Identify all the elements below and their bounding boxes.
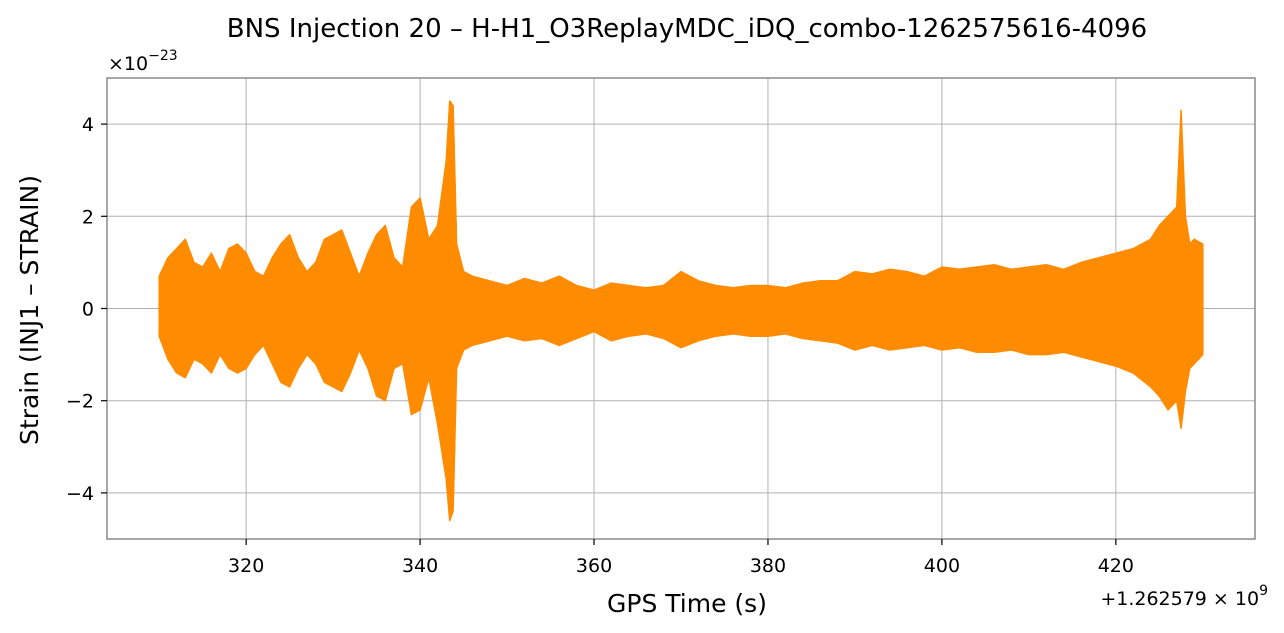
x-offset-label: +1.262579 × 109 [1100,583,1268,610]
x-tick-label: 320 [228,555,264,577]
x-tick-label: 360 [576,555,612,577]
y-tick-label: −2 [66,391,94,413]
chart-title: BNS Injection 20 – H-H1_O3ReplayMDC_iDQ_… [227,14,1147,44]
x-tick-label: 340 [402,555,438,577]
y-axis: 4 2 0 −2 −4 [66,114,107,505]
series-layer [158,100,1204,522]
x-axis: 320 340 360 380 400 420 [228,539,1134,577]
y-tick-label: −4 [66,483,94,505]
series-line [158,101,1204,520]
x-tick-label: 400 [924,555,960,577]
y-tick-label: 2 [82,206,94,228]
x-tick-label: 420 [1098,555,1134,577]
x-tick-label: 380 [750,555,786,577]
x-axis-label: GPS Time (s) [607,589,767,618]
y-tick-label: 0 [82,299,94,321]
y-scale-label: ×10−23 [108,48,178,75]
y-axis-label: Strain (INJ1 – STRAIN) [15,175,44,445]
y-tick-label: 4 [82,114,94,136]
